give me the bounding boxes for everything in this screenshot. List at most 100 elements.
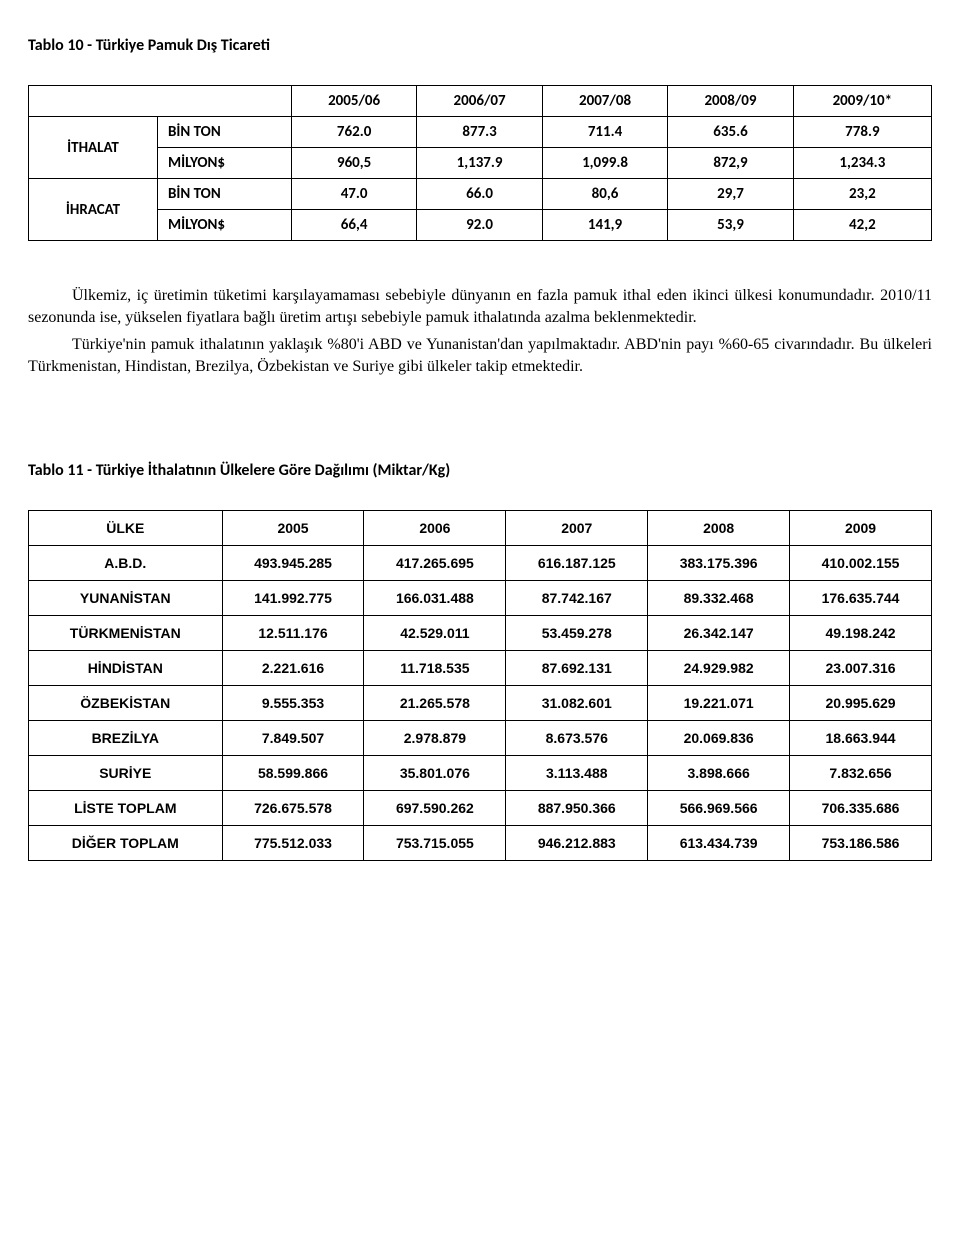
table11-cell: 7.832.656 (790, 756, 932, 791)
table10-r4c3: 53,9 (668, 210, 793, 241)
table10-year-1: 2006/07 (417, 86, 542, 117)
table10-r4c0: 66,4 (291, 210, 416, 241)
table11-country: ÖZBEKİSTAN (29, 686, 223, 721)
table10-r1c1: 877.3 (417, 117, 542, 148)
table10-r3c4: 23,2 (793, 179, 931, 210)
table10-year-2: 2007/08 (542, 86, 667, 117)
table11-cell: 23.007.316 (790, 651, 932, 686)
table11-h4: 2008 (648, 511, 790, 546)
table11-cell: 21.265.578 (364, 686, 506, 721)
table10-year-4: 2009/10* (793, 86, 931, 117)
table11-row: TÜRKMENİSTAN12.511.17642.529.01153.459.2… (29, 616, 932, 651)
table10-group-ithalat: İTHALAT (29, 117, 158, 179)
table11-cell: 9.555.353 (222, 686, 364, 721)
table11-h1: 2005 (222, 511, 364, 546)
table11-cell: 2.978.879 (364, 721, 506, 756)
table10-group-ihracat: İHRACAT (29, 179, 158, 241)
table11-row: BREZİLYA7.849.5072.978.8798.673.57620.06… (29, 721, 932, 756)
table11: ÜLKE 2005 2006 2007 2008 2009 A.B.D.493.… (28, 510, 932, 861)
table11-cell: 42.529.011 (364, 616, 506, 651)
table11-cell: 383.175.396 (648, 546, 790, 581)
paragraph-2-text: Türkiye'nin pamuk ithalatının yaklaşık %… (28, 336, 932, 375)
table11-cell: 19.221.071 (648, 686, 790, 721)
table11-row: A.B.D.493.945.285417.265.695616.187.1253… (29, 546, 932, 581)
table11-cell: 87.742.167 (506, 581, 648, 616)
table11-country: TÜRKMENİSTAN (29, 616, 223, 651)
table11-cell: 20.995.629 (790, 686, 932, 721)
table10-r3-label: BİN TON (157, 179, 291, 210)
table11-cell: 89.332.468 (648, 581, 790, 616)
table10-r4c2: 141,9 (542, 210, 667, 241)
table11-country: LİSTE TOPLAM (29, 791, 223, 826)
paragraph-1: Ülkemiz, iç üretimin tüketimi karşılayam… (28, 285, 932, 328)
table10-r2c0: 960,5 (291, 148, 416, 179)
table10-year-3: 2008/09 (668, 86, 793, 117)
table11-cell: 31.082.601 (506, 686, 648, 721)
table10-r3c2: 80,6 (542, 179, 667, 210)
table10-r2c1: 1,137.9 (417, 148, 542, 179)
table11-cell: 58.599.866 (222, 756, 364, 791)
table11-country: SURİYE (29, 756, 223, 791)
table11-cell: 946.212.883 (506, 826, 648, 861)
table11-cell: 2.221.616 (222, 651, 364, 686)
table11-cell: 26.342.147 (648, 616, 790, 651)
table11-header-row: ÜLKE 2005 2006 2007 2008 2009 (29, 511, 932, 546)
table10-r1c0: 762.0 (291, 117, 416, 148)
table11-row: HİNDİSTAN2.221.61611.718.53587.692.13124… (29, 651, 932, 686)
table10-blank-header (29, 86, 292, 117)
table11-cell: 3.113.488 (506, 756, 648, 791)
table11-row: DİĞER TOPLAM775.512.033753.715.055946.21… (29, 826, 932, 861)
table11-cell: 753.715.055 (364, 826, 506, 861)
table11-cell: 410.002.155 (790, 546, 932, 581)
table11-country: YUNANİSTAN (29, 581, 223, 616)
table11-cell: 3.898.666 (648, 756, 790, 791)
table11-country: BREZİLYA (29, 721, 223, 756)
table11-cell: 613.434.739 (648, 826, 790, 861)
table11-cell: 141.992.775 (222, 581, 364, 616)
table11-cell: 11.718.535 (364, 651, 506, 686)
table10-year-0: 2005/06 (291, 86, 416, 117)
table10-r2-label: MİLYON$ (157, 148, 291, 179)
table11-country: A.B.D. (29, 546, 223, 581)
table11-cell: 18.663.944 (790, 721, 932, 756)
table11-cell: 726.675.578 (222, 791, 364, 826)
table11-cell: 24.929.982 (648, 651, 790, 686)
table11-cell: 35.801.076 (364, 756, 506, 791)
table11-cell: 12.511.176 (222, 616, 364, 651)
table11-cell: 566.969.566 (648, 791, 790, 826)
table11-country: HİNDİSTAN (29, 651, 223, 686)
paragraph-1-text: Ülkemiz, iç üretimin tüketimi karşılayam… (28, 287, 932, 326)
table10-r1c4: 778.9 (793, 117, 931, 148)
table11-h5: 2009 (790, 511, 932, 546)
paragraph-2: Türkiye'nin pamuk ithalatının yaklaşık %… (28, 334, 932, 377)
table11-cell: 176.635.744 (790, 581, 932, 616)
table11-cell: 7.849.507 (222, 721, 364, 756)
table11-cell: 20.069.836 (648, 721, 790, 756)
table10-r4c1: 92.0 (417, 210, 542, 241)
table11-cell: 53.459.278 (506, 616, 648, 651)
table11-cell: 8.673.576 (506, 721, 648, 756)
table11-cell: 775.512.033 (222, 826, 364, 861)
table11-cell: 166.031.488 (364, 581, 506, 616)
table11-row: ÖZBEKİSTAN9.555.35321.265.57831.082.6011… (29, 686, 932, 721)
table11-cell: 417.265.695 (364, 546, 506, 581)
table11-h0: ÜLKE (29, 511, 223, 546)
table11-row: LİSTE TOPLAM726.675.578697.590.262887.95… (29, 791, 932, 826)
table10-r4c4: 42,2 (793, 210, 931, 241)
table11-cell: 87.692.131 (506, 651, 648, 686)
table10: 2005/06 2006/07 2007/08 2008/09 2009/10*… (28, 85, 932, 241)
table11-h2: 2006 (364, 511, 506, 546)
table11-h3: 2007 (506, 511, 648, 546)
table11-cell: 49.198.242 (790, 616, 932, 651)
table11-cell: 706.335.686 (790, 791, 932, 826)
table11-cell: 616.187.125 (506, 546, 648, 581)
table10-r4-label: MİLYON$ (157, 210, 291, 241)
table11-row: SURİYE58.599.86635.801.0763.113.4883.898… (29, 756, 932, 791)
table10-r1c3: 635.6 (668, 117, 793, 148)
table10-r2c2: 1,099.8 (542, 148, 667, 179)
table11-country: DİĞER TOPLAM (29, 826, 223, 861)
table11-cell: 887.950.366 (506, 791, 648, 826)
table10-r1-label: BİN TON (157, 117, 291, 148)
table10-r2c4: 1,234.3 (793, 148, 931, 179)
table10-r1c2: 711.4 (542, 117, 667, 148)
